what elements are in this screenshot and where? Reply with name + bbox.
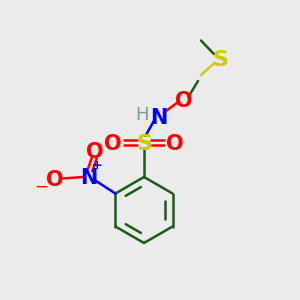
Text: H: H bbox=[135, 106, 149, 124]
Text: N: N bbox=[80, 167, 97, 188]
Text: O: O bbox=[175, 91, 192, 111]
Text: S: S bbox=[212, 50, 229, 70]
Text: O: O bbox=[104, 134, 122, 154]
Text: −: − bbox=[34, 178, 48, 196]
Text: S: S bbox=[136, 134, 152, 154]
Text: N: N bbox=[150, 107, 168, 128]
Text: +: + bbox=[92, 159, 102, 172]
Text: O: O bbox=[46, 170, 64, 190]
Text: O: O bbox=[86, 142, 103, 162]
Text: O: O bbox=[166, 134, 184, 154]
